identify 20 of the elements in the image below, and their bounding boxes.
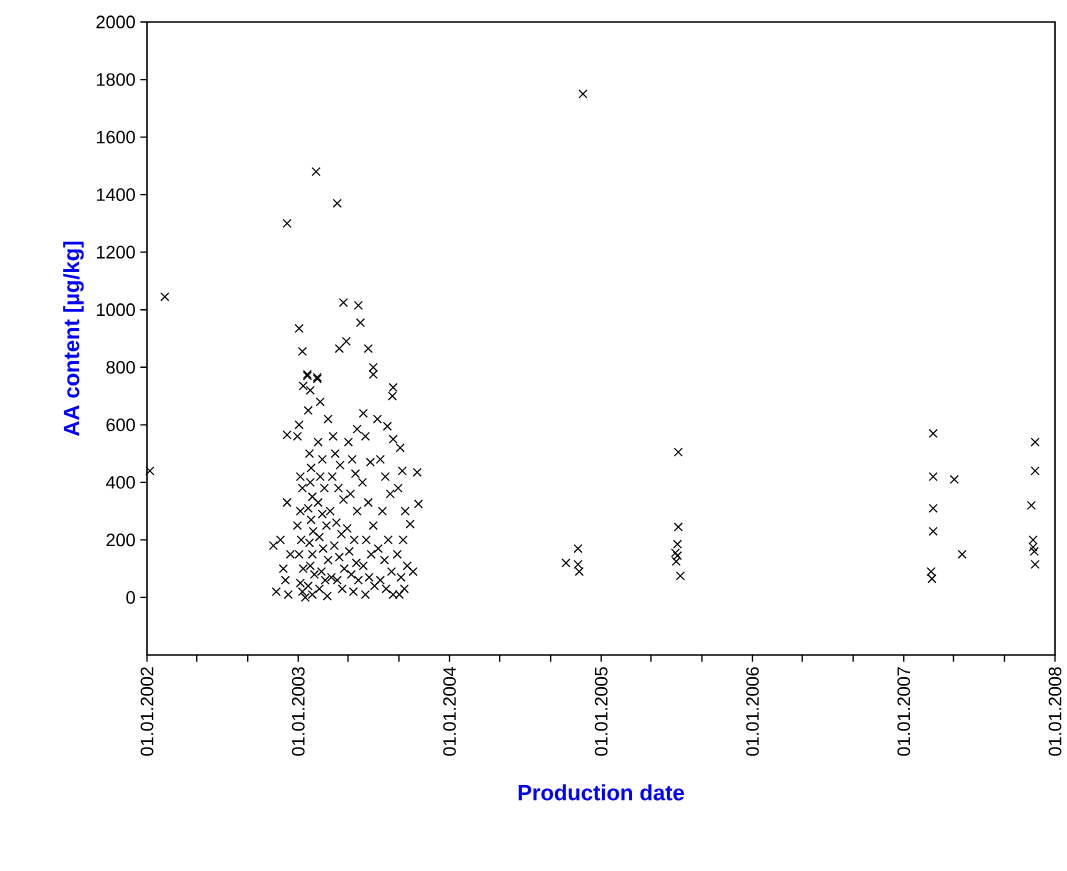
y-tick-label: 800: [106, 360, 135, 374]
y-tick-label: 600: [106, 418, 135, 432]
y-axis-title: AA content [µg/kg]: [63, 241, 84, 436]
y-tick-label: 1400: [96, 188, 135, 201]
x-tick-label: 01.01.2002: [140, 667, 154, 756]
x-tick-label: 01.01.2008: [1048, 667, 1062, 756]
x-tick-label: 01.01.2003: [291, 667, 305, 756]
y-tick-label: 1200: [96, 245, 135, 259]
y-tick-label: 1600: [96, 130, 135, 144]
y-tick-label: 400: [106, 475, 135, 489]
y-tick-label: 2000: [96, 15, 135, 29]
x-tick-label: 01.01.2005: [594, 667, 608, 756]
x-axis-title: Production date: [518, 784, 684, 801]
x-tick-label: 01.01.2004: [443, 666, 456, 756]
y-tick-label: 0: [126, 591, 135, 604]
y-tick-label: 1000: [96, 303, 135, 317]
y-tick-label: 1800: [96, 73, 135, 86]
y-tick-label: 200: [106, 533, 135, 547]
x-tick-label: 01.01.2007: [897, 667, 911, 756]
x-tick-label: 01.01.2006: [746, 667, 759, 756]
